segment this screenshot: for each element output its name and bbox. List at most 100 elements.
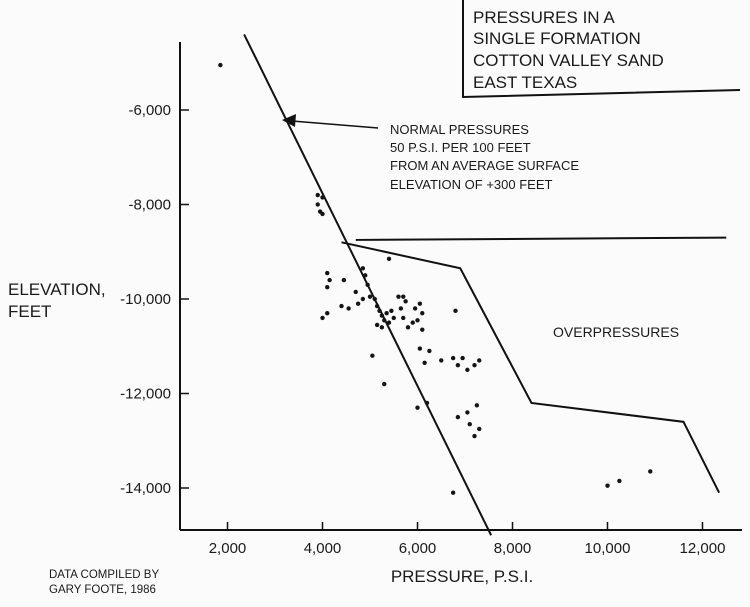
data-point xyxy=(374,303,380,309)
data-point xyxy=(341,277,347,283)
data-point xyxy=(315,192,320,198)
data-point xyxy=(353,289,358,295)
data-point xyxy=(453,308,458,314)
data-points xyxy=(218,62,653,495)
y-axis-title-line-2: FEET xyxy=(8,302,51,321)
data-point xyxy=(472,433,477,439)
y-axis-title-line-1: ELEVATION, xyxy=(8,280,106,299)
data-point xyxy=(477,426,482,432)
data-point xyxy=(420,310,425,316)
y-tick-label: -10,000 xyxy=(120,291,171,308)
data-point xyxy=(386,256,392,262)
title-box: PRESSURES IN A SINGLE FORMATION COTTON V… xyxy=(462,0,741,99)
annotation-line-2: 50 P.S.I. PER 100 FEET xyxy=(390,140,531,155)
data-point xyxy=(405,325,411,330)
x-ticks: 2,000 4,000 6,000 8,000 10,000 12,000 xyxy=(209,522,726,557)
data-point xyxy=(370,353,375,358)
data-point xyxy=(389,308,394,314)
data-point xyxy=(474,403,480,408)
y-ticks: -6,000 -8,000 -10,000 -12,000 -14,000 xyxy=(120,102,189,497)
data-point xyxy=(320,211,325,217)
data-point xyxy=(384,310,389,316)
y-tick-label: -8,000 xyxy=(128,197,171,214)
data-point xyxy=(477,358,482,363)
data-point xyxy=(379,313,385,318)
data-point xyxy=(605,483,610,488)
data-point xyxy=(617,478,622,484)
data-point xyxy=(412,306,418,311)
annotation-line-4: ELEVATION OF +300 FEET xyxy=(390,177,552,192)
chart-title-line-4: EAST TEXAS xyxy=(473,73,577,92)
data-point xyxy=(372,296,377,302)
data-point xyxy=(315,202,320,207)
data-point xyxy=(465,410,470,415)
annotation-line-1: NORMAL PRESSURES xyxy=(390,122,529,137)
y-tick-label: -6,000 xyxy=(128,102,171,119)
data-point xyxy=(427,348,432,354)
x-tick-label: 12,000 xyxy=(680,540,726,557)
normal-pressure-arrow xyxy=(282,114,379,129)
data-point xyxy=(472,362,477,368)
data-point xyxy=(325,284,330,290)
data-point xyxy=(424,400,430,406)
data-point xyxy=(360,266,366,271)
data-point xyxy=(396,294,401,299)
data-point xyxy=(355,301,361,306)
data-point xyxy=(325,310,330,316)
data-point xyxy=(417,346,423,351)
data-point xyxy=(417,301,423,306)
data-point xyxy=(327,277,332,283)
data-point xyxy=(648,469,653,474)
data-point xyxy=(422,360,427,365)
data-point xyxy=(363,273,368,278)
data-point xyxy=(415,405,420,410)
x-tick-label: 4,000 xyxy=(304,540,342,557)
credit-line-1: DATA COMPILED BY xyxy=(49,569,159,581)
y-tick-label: -12,000 xyxy=(120,386,171,403)
overpressure-boundary-line xyxy=(341,241,721,494)
data-point xyxy=(325,270,330,276)
data-point xyxy=(467,422,472,427)
data-point xyxy=(379,325,385,330)
overpressures-label: OVERPRESSURES xyxy=(553,324,679,340)
x-tick-label: 8,000 xyxy=(494,540,532,557)
annotation-line-3: FROM AN AVERAGE SURFACE xyxy=(390,158,579,173)
data-point xyxy=(465,367,470,373)
data-point xyxy=(367,294,373,299)
chart-title-line-1: PRESSURES IN A xyxy=(473,8,615,27)
data-point xyxy=(410,320,415,325)
data-point xyxy=(403,299,408,304)
data-point xyxy=(346,306,351,311)
x-tick-label: 6,000 xyxy=(399,540,437,557)
data-point xyxy=(391,315,396,321)
overpressure-limit-line xyxy=(355,236,727,241)
data-point xyxy=(218,62,223,68)
data-point xyxy=(374,322,380,328)
data-point xyxy=(320,315,325,321)
y-tick-label: -14,000 xyxy=(120,480,171,497)
data-point xyxy=(382,318,387,323)
data-point xyxy=(439,358,444,363)
x-tick-label: 10,000 xyxy=(585,540,631,557)
data-point xyxy=(365,282,370,288)
data-point xyxy=(420,327,425,332)
data-point xyxy=(386,320,392,325)
chart-title-line-2: SINGLE FORMATION xyxy=(473,29,641,48)
data-point xyxy=(450,355,456,361)
data-point xyxy=(320,195,325,200)
credit-line-2: GARY FOOTE, 1986 xyxy=(49,584,156,596)
data-point xyxy=(415,318,420,323)
data-point xyxy=(398,306,404,311)
data-point xyxy=(401,294,406,299)
data-point xyxy=(455,362,461,368)
data-point xyxy=(339,303,344,309)
data-point xyxy=(460,355,465,361)
data-point xyxy=(360,296,366,302)
data-point xyxy=(377,308,382,314)
x-tick-label: 2,000 xyxy=(209,540,247,557)
data-point xyxy=(455,414,461,420)
data-point xyxy=(401,315,406,321)
x-axis-title: PRESSURE, P.S.I. xyxy=(391,567,533,586)
data-point xyxy=(382,381,387,387)
